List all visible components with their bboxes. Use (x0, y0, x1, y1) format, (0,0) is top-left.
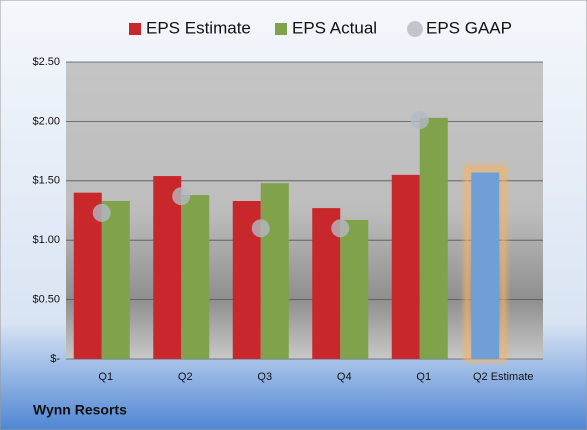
gaap-marker (92, 203, 111, 222)
bar (391, 174, 420, 359)
gaap-marker (410, 111, 429, 130)
gaap-marker (172, 187, 191, 206)
bar (471, 172, 500, 359)
bar (101, 200, 130, 359)
y-tick-label: $1.00 (32, 234, 60, 246)
x-tick-label: Q4 (337, 371, 352, 383)
bar (340, 220, 369, 359)
bar (419, 117, 448, 359)
y-tick-label: $- (50, 353, 60, 365)
x-tick-label: Q2 (178, 371, 193, 383)
x-tick-label: Q2 Estimate (473, 371, 534, 383)
bar (181, 195, 210, 359)
bar (153, 176, 182, 359)
y-tick-label: $2.00 (32, 115, 60, 127)
legend-marker (275, 23, 287, 35)
x-tick-label: Q1 (98, 371, 113, 383)
legend-label: EPS Estimate (146, 18, 251, 37)
gaap-marker (251, 219, 270, 238)
bar (260, 183, 289, 359)
legend-label: EPS GAAP (426, 18, 512, 37)
y-tick-label: $1.50 (32, 175, 60, 187)
x-tick-label: Q3 (257, 371, 272, 383)
legend-marker (407, 21, 423, 37)
legend-label: EPS Actual (292, 18, 377, 37)
y-tick-label: $0.50 (32, 294, 60, 306)
footer: Wynn Resorts (33, 402, 127, 418)
plot-area (66, 62, 543, 359)
gaap-marker (331, 219, 350, 238)
x-tick-label: Q1 (416, 371, 431, 383)
legend-marker (129, 23, 141, 35)
y-tick-label: $2.50 (32, 56, 60, 68)
